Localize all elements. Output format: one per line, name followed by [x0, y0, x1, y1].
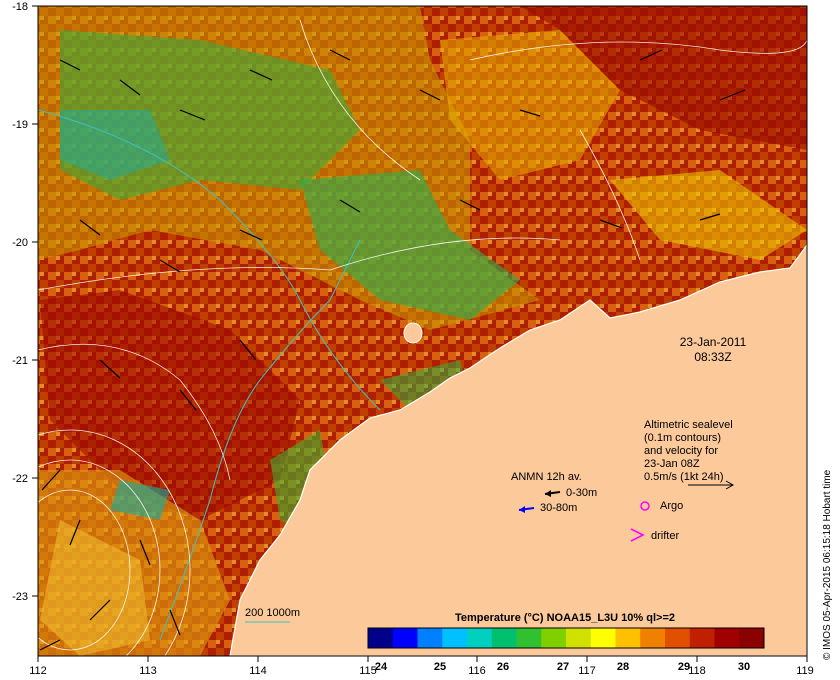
- lon-tick-label: 113: [139, 665, 157, 677]
- scale-arrow-icon: [688, 480, 735, 490]
- colorbar-frame: [367, 627, 765, 649]
- colorbar-swatch: [516, 628, 542, 648]
- lon-tick-label: 114: [249, 665, 267, 677]
- lon-tick-label: 118: [688, 665, 706, 677]
- lat-tick-label: -19: [12, 119, 28, 131]
- lon-tick-label: 116: [468, 665, 486, 677]
- image-date: 23-Jan-2011: [680, 335, 747, 349]
- colorbar-tick-label: 29: [678, 661, 690, 673]
- image-time: 08:33Z: [694, 350, 731, 364]
- lat-tick-label: -22: [12, 473, 28, 485]
- colorbar-title: Temperature (°C) NOAA15_L3U 10% ql>=2: [455, 612, 675, 624]
- colorbar-swatch: [739, 628, 765, 648]
- argo-marker-icon: [640, 501, 650, 511]
- lat-tick-label: -23: [12, 591, 28, 603]
- colorbar-swatch: [491, 628, 517, 648]
- altimetry-note-line: (0.1m contours): [644, 432, 721, 444]
- arrow-30-80-icon: [518, 506, 535, 513]
- colorbar-swatch: [368, 628, 394, 648]
- colorbar-swatch: [689, 628, 715, 648]
- lat-tick-label: -21: [12, 355, 28, 367]
- lat-tick-label: -18: [12, 1, 28, 13]
- colorbar-swatch: [392, 628, 418, 648]
- velocity-arrows: [39, 49, 746, 651]
- plot-frame: [37, 5, 808, 657]
- colorbar-tick-label: 24: [375, 661, 388, 673]
- argo-legend-label: Argo: [660, 500, 683, 512]
- credit-text: © IMOS 05-Apr-2015 06:15:18 Hobart time: [822, 469, 833, 660]
- colorbar-tick-label: 27: [557, 661, 569, 673]
- colorbar-swatch: [467, 628, 493, 648]
- colorbar-swatch: [566, 628, 592, 648]
- colorbar-swatch: [442, 628, 468, 648]
- colorbar-swatch: [590, 628, 616, 648]
- colorbar-swatch: [417, 628, 443, 648]
- drifter-legend-label: drifter: [651, 530, 679, 542]
- lon-tick-label: 117: [578, 665, 596, 677]
- colorbar-swatch: [541, 628, 567, 648]
- altimetry-note-line: Altimetric sealevel: [644, 419, 733, 431]
- sst-field: [38, 6, 807, 656]
- lon-tick-label: 112: [29, 665, 47, 677]
- colorbar-tick-label: 26: [497, 661, 509, 673]
- colorbar-swatch: [714, 628, 740, 648]
- anmn-legend-title: ANMN 12h av.: [511, 471, 582, 483]
- arrow-0-30-icon: [544, 490, 561, 497]
- colorbar-swatch: [615, 628, 641, 648]
- altimetry-note-line: 0.5m/s (1kt 24h): [644, 471, 723, 483]
- anmn-legend-30-80: 30-80m: [540, 502, 577, 514]
- anmn-legend-0-30: 0-30m: [566, 487, 597, 499]
- altimetry-note-line: 23-Jan 08Z: [644, 458, 700, 470]
- isobath-legend-label: 200 1000m: [245, 607, 300, 619]
- drifter-marker-icon: [630, 528, 645, 542]
- colorbar: [368, 628, 765, 648]
- lat-tick-label: -20: [12, 237, 28, 249]
- colorbar-tick-label: 30: [738, 661, 750, 673]
- colorbar-tick-label: 25: [434, 661, 446, 673]
- altimetry-note-line: and velocity for: [644, 445, 718, 457]
- lon-tick-label: 115: [359, 665, 377, 677]
- axis-ticks: [32, 5, 808, 662]
- colorbar-swatch: [665, 628, 691, 648]
- colorbar-tick-label: 28: [617, 661, 629, 673]
- colorbar-swatch: [640, 628, 666, 648]
- lon-tick-label: 119: [796, 665, 814, 677]
